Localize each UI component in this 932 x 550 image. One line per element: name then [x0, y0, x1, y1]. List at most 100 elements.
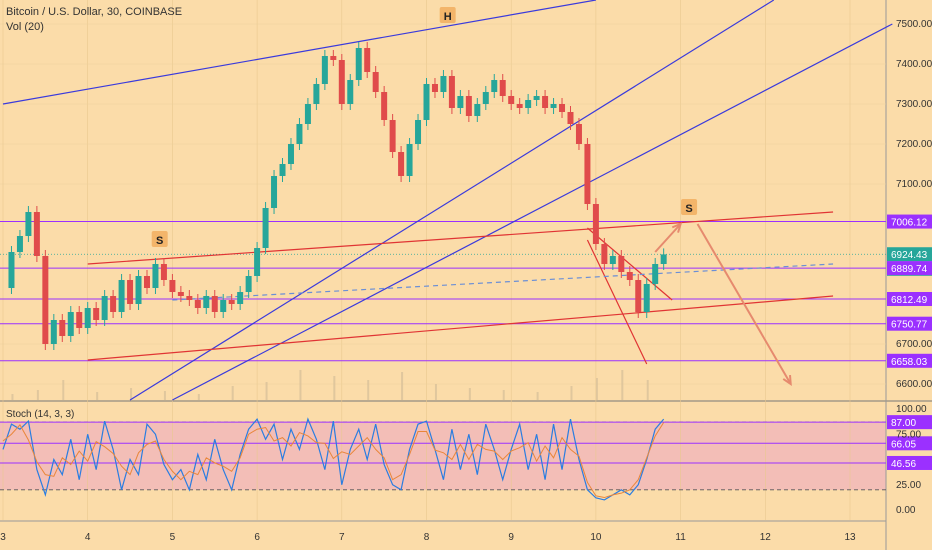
- candle-body: [8, 252, 15, 288]
- candle-body: [304, 104, 311, 124]
- candle-body: [381, 92, 388, 120]
- annotation-text: H: [444, 11, 452, 23]
- candle-body: [110, 296, 117, 312]
- y-tick-label: 6700.00: [896, 339, 932, 350]
- y-tick-label: 6600.00: [896, 379, 932, 390]
- stoch-level-tag: [887, 415, 932, 430]
- candle-body: [575, 124, 582, 144]
- candle-body: [559, 104, 566, 112]
- candle-body: [33, 212, 40, 256]
- candle-body: [194, 300, 201, 308]
- red-flag-upper: [587, 227, 673, 301]
- x-tick-label: 11: [675, 532, 686, 543]
- stoch-d-line: [2, 422, 665, 499]
- candle-body: [338, 60, 345, 104]
- candle-body: [76, 312, 83, 328]
- x-tick-label: 3: [0, 532, 6, 543]
- candle-body: [618, 256, 625, 272]
- projection-arrow: [654, 223, 682, 253]
- volume-bar: [96, 392, 99, 400]
- volume-bar: [333, 376, 336, 400]
- candle-body: [118, 280, 125, 312]
- stoch-level-tag: [887, 436, 932, 451]
- candle-body: [237, 292, 244, 304]
- candle-body: [423, 84, 430, 120]
- volume-bar: [401, 372, 404, 400]
- candle-body: [592, 204, 599, 244]
- stoch-label: Stoch (14, 3, 3): [6, 409, 75, 420]
- candle-body: [431, 84, 438, 92]
- candle-body: [16, 236, 23, 252]
- candle-body: [491, 80, 498, 92]
- volume-bar: [595, 378, 598, 400]
- blue-channel-2: [172, 23, 893, 401]
- volume-bar: [265, 382, 268, 400]
- annotation-box: [151, 231, 168, 247]
- y-tick-label: 7400.00: [896, 59, 932, 70]
- red-flag-lower: [586, 239, 648, 365]
- candle-body: [660, 254, 667, 264]
- annotation-box: [681, 199, 698, 215]
- stoch-level-label: 87.00: [891, 418, 916, 429]
- blue-dashed: [172, 263, 834, 301]
- candle-body: [313, 84, 320, 104]
- candle-body: [254, 248, 261, 276]
- candle-body: [93, 308, 100, 320]
- price-level-label: 6889.74: [891, 264, 928, 275]
- candle-body: [626, 272, 633, 280]
- candle-body: [533, 96, 540, 100]
- volume-bar: [646, 380, 649, 400]
- price-level-tag: [887, 353, 932, 368]
- candle-body: [465, 96, 472, 116]
- red-neckline-upper: [87, 211, 834, 265]
- volume-bar: [468, 388, 471, 400]
- price-level-label: 6658.03: [891, 357, 928, 368]
- annotation-text: S: [156, 235, 163, 247]
- price-level-label: 6924.43: [891, 250, 928, 261]
- candle-body: [567, 112, 574, 124]
- candle-body: [499, 80, 506, 96]
- candle-body: [203, 296, 210, 308]
- candle-body: [550, 104, 557, 108]
- candle-body: [25, 212, 32, 236]
- candle-body: [525, 100, 532, 108]
- projection-arrow-head: [671, 222, 683, 233]
- candle-body: [364, 48, 371, 72]
- price-level-tag: [887, 316, 932, 331]
- candle-body: [50, 320, 57, 344]
- candle-body: [389, 120, 396, 152]
- x-tick-label: 5: [170, 532, 176, 543]
- volume-bar: [62, 380, 65, 400]
- x-tick-label: 8: [424, 532, 430, 543]
- candle-body: [287, 144, 294, 164]
- candle-body: [296, 124, 303, 144]
- x-tick-label: 9: [508, 532, 514, 543]
- volume-bar: [299, 370, 302, 400]
- candle-body: [228, 300, 235, 304]
- candle-body: [279, 164, 286, 176]
- candle-body: [406, 144, 413, 176]
- candle-body: [398, 152, 405, 176]
- candle-body: [448, 76, 455, 108]
- volume-bar: [36, 390, 39, 400]
- projection-arrow: [696, 223, 792, 385]
- stoch-y-tick-label: 100.00: [896, 404, 927, 415]
- volume-bar: [231, 386, 234, 400]
- candle-body: [160, 264, 167, 280]
- candle-body: [169, 280, 176, 292]
- candle-body: [321, 56, 328, 84]
- x-tick-label: 7: [339, 532, 345, 543]
- candle-body: [271, 176, 278, 208]
- price-level-label: 7006.12: [891, 218, 928, 229]
- x-tick-label: 10: [590, 532, 602, 543]
- candle-body: [211, 296, 218, 312]
- candle-body: [245, 276, 252, 292]
- volume-label: Vol (20): [6, 21, 44, 33]
- candle-body: [330, 56, 337, 60]
- candle-body: [584, 144, 591, 204]
- annotation-text: S: [685, 203, 692, 215]
- stoch-k-line: [2, 417, 665, 501]
- y-tick-label: 7500.00: [896, 19, 932, 30]
